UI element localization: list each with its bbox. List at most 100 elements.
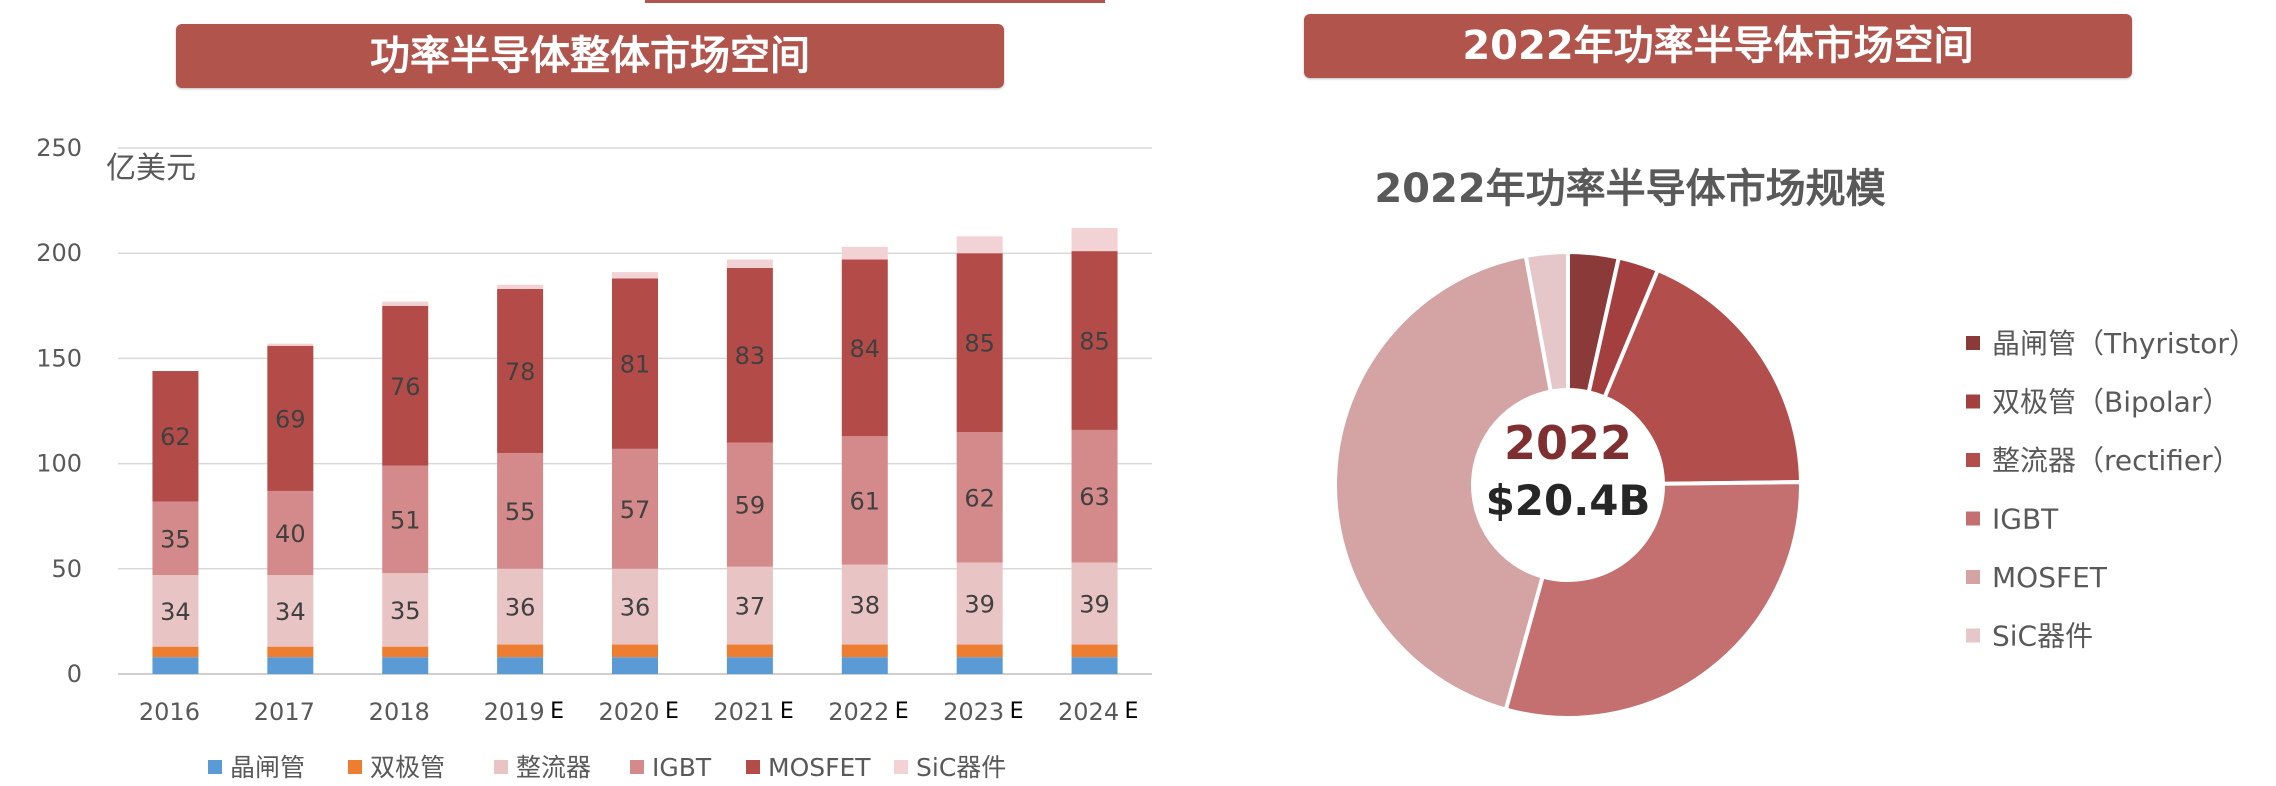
bar-segment	[152, 646, 199, 658]
legend-label: 晶闸管	[230, 753, 305, 782]
x-tick-estimate-mark: E	[665, 699, 679, 724]
legend-label: 双极管	[370, 753, 445, 782]
bar-segment	[267, 345, 314, 491]
y-tick-label: 200	[36, 239, 82, 267]
bar-segment	[267, 575, 314, 647]
legend-label: SiC器件	[916, 753, 1006, 782]
bar-segment	[382, 573, 429, 647]
bar-data-label: 57	[620, 496, 651, 524]
bar-segment	[612, 644, 658, 658]
bar-segment	[267, 343, 314, 346]
bar-data-label: 83	[735, 342, 766, 370]
bar-data-label: 35	[160, 525, 191, 553]
x-tick-label: 2023	[943, 698, 1004, 726]
pie-slice	[1523, 249, 1570, 394]
x-tick-label: 2024	[1058, 698, 1119, 726]
bar-data-label: 55	[505, 498, 536, 526]
legend-swatch	[894, 760, 908, 774]
bar-data-label: 84	[850, 335, 881, 363]
legend-label: MOSFET	[768, 753, 871, 782]
bar-data-label: 37	[735, 593, 766, 621]
bar-segment	[1071, 251, 1118, 430]
bar-segment	[612, 657, 658, 674]
bar-segment	[841, 246, 888, 260]
bar-data-label: 63	[1079, 483, 1110, 511]
x-tick-estimate-mark: E	[895, 699, 909, 724]
bar-segment	[267, 657, 314, 674]
x-tick-estimate-mark: E	[1010, 699, 1024, 724]
legend-swatch	[348, 760, 362, 774]
bar-segment	[612, 448, 658, 569]
x-tick-label: 2020	[598, 698, 659, 726]
legend-swatch	[630, 760, 644, 774]
bar-segment	[841, 644, 888, 658]
bar-data-label: 61	[850, 487, 881, 515]
bar-segment	[726, 259, 773, 268]
bar-segment	[382, 305, 429, 466]
pie-center-year: 2022	[1504, 416, 1632, 470]
bar-segment	[497, 288, 544, 454]
bar-data-label: 85	[1079, 328, 1110, 356]
pie-title: 2022年功率半导体市场规模	[1374, 166, 1885, 212]
pie-legend-label: MOSFET	[1992, 561, 2108, 594]
bar-data-label: 34	[275, 598, 306, 626]
bar-data-label: 51	[390, 506, 421, 534]
bar-data-label: 78	[505, 358, 536, 386]
bar-segment	[152, 657, 199, 674]
bar-segment	[956, 644, 1003, 658]
bar-segment	[1071, 644, 1118, 658]
bar-segment	[841, 259, 888, 437]
y-tick-label: 100	[36, 450, 82, 478]
pie-legend-swatch	[1966, 628, 1980, 643]
bar-data-label: 85	[964, 330, 995, 358]
bar-data-label: 35	[390, 597, 421, 625]
pie-slice	[1333, 253, 1554, 713]
pie-legend-label: SiC器件	[1992, 620, 2093, 653]
bar-data-label: 62	[160, 423, 191, 451]
bar-segment	[841, 436, 888, 565]
pie-legend-swatch	[1966, 336, 1980, 350]
bar-segment	[152, 501, 199, 576]
bar-data-label: 62	[964, 484, 995, 512]
bar-segment	[382, 465, 429, 574]
bar-segment	[956, 253, 1003, 433]
bar-segment	[497, 657, 544, 674]
bar-segment	[841, 564, 888, 645]
x-tick-estimate-mark: E	[550, 699, 564, 724]
bar-segment	[612, 278, 658, 449]
bar-segment	[726, 657, 773, 674]
legend-swatch	[746, 760, 760, 774]
x-tick-label: 2022	[828, 698, 889, 726]
bar-segment	[497, 644, 544, 658]
pie-slice	[1503, 480, 1803, 721]
x-tick-label: 2016	[139, 698, 200, 726]
bar-segment	[1071, 657, 1118, 674]
legend-label: IGBT	[652, 753, 712, 782]
bar-segment	[1071, 562, 1118, 645]
bar-segment	[152, 371, 199, 502]
bar-data-label: 81	[620, 351, 651, 379]
y-tick-label: 0	[67, 660, 82, 688]
y-unit-label: 亿美元	[106, 151, 196, 186]
y-tick-label: 150	[36, 344, 82, 372]
bar-segment	[841, 657, 888, 674]
pie-legend-swatch	[1966, 453, 1980, 467]
bar-segment	[152, 575, 199, 647]
bar-segment	[956, 236, 1003, 254]
y-tick-label: 50	[51, 555, 82, 583]
bar-data-label: 34	[160, 598, 191, 626]
bar-data-label: 38	[850, 592, 881, 620]
x-tick-estimate-mark: E	[1125, 699, 1139, 724]
bar-segment	[497, 453, 544, 569]
bar-segment	[956, 562, 1003, 645]
x-tick-label: 2021	[713, 698, 774, 726]
bar-data-label: 36	[505, 594, 536, 622]
legend-swatch	[494, 760, 508, 774]
bar-data-label: 40	[275, 520, 306, 548]
x-tick-label: 2017	[254, 698, 315, 726]
bar-segment	[612, 568, 658, 645]
pie-legend-label: 双极管（Bipolar）	[1992, 386, 2230, 419]
bar-data-label: 59	[735, 492, 766, 520]
bar-segment	[726, 566, 773, 645]
